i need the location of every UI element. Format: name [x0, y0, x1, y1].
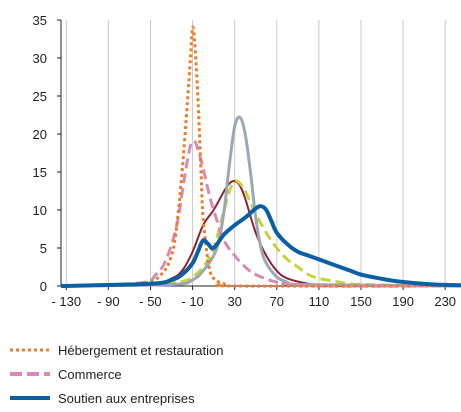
legend-swatch: [10, 348, 50, 352]
x-tick-labels: - 130 - 90 - 50 - 10 30 70 110 150 190 230: [51, 294, 456, 309]
y-tick-label: 20: [33, 127, 47, 142]
legend-label: Hébergement et restauration: [58, 342, 224, 358]
series-line: [60, 180, 461, 288]
y-tick-label: 10: [33, 203, 47, 218]
x-tick-label: 150: [350, 294, 372, 309]
x-tick-label: - 90: [97, 294, 119, 309]
y-tick-label: 35: [33, 13, 47, 28]
x-tick-label: - 50: [139, 294, 161, 309]
series-line: [60, 115, 461, 288]
x-tick-label: 190: [392, 294, 414, 309]
legend-item: Hébergement et restauration: [8, 340, 223, 360]
x-tick-label: 230: [434, 294, 456, 309]
y-tick-label: 0: [40, 279, 47, 294]
series-line: [60, 139, 461, 288]
legend-swatch: [10, 372, 50, 376]
x-tick-label: 110: [309, 294, 330, 309]
legend-label: Soutien aux entreprises: [58, 390, 195, 406]
legend-label: Commerce: [58, 366, 122, 382]
y-tick-label: 25: [33, 89, 47, 104]
series-line: [60, 204, 461, 288]
x-tick-label: - 130: [51, 294, 81, 309]
axes: [57, 19, 461, 290]
x-grid-lines: [65, 20, 446, 286]
x-tick-label: - 10: [181, 294, 203, 309]
series-line: [60, 179, 461, 288]
series-lines: [60, 25, 461, 288]
y-tick-labels: 0 5 10 15 20 25 30 35: [33, 13, 47, 294]
y-tick-label: 5: [40, 241, 47, 256]
y-tick-label: 30: [33, 51, 47, 66]
y-tick-label: 15: [33, 165, 47, 180]
legend-item: Commerce: [8, 364, 223, 384]
series-line: [60, 25, 461, 288]
legend-item: Soutien aux entreprises: [8, 388, 223, 408]
legend-swatch: [10, 396, 50, 400]
x-tick-label: 30: [227, 294, 241, 309]
x-tick-label: 70: [270, 294, 284, 309]
legend: Hébergement et restauration Commerce Sou…: [8, 340, 223, 412]
